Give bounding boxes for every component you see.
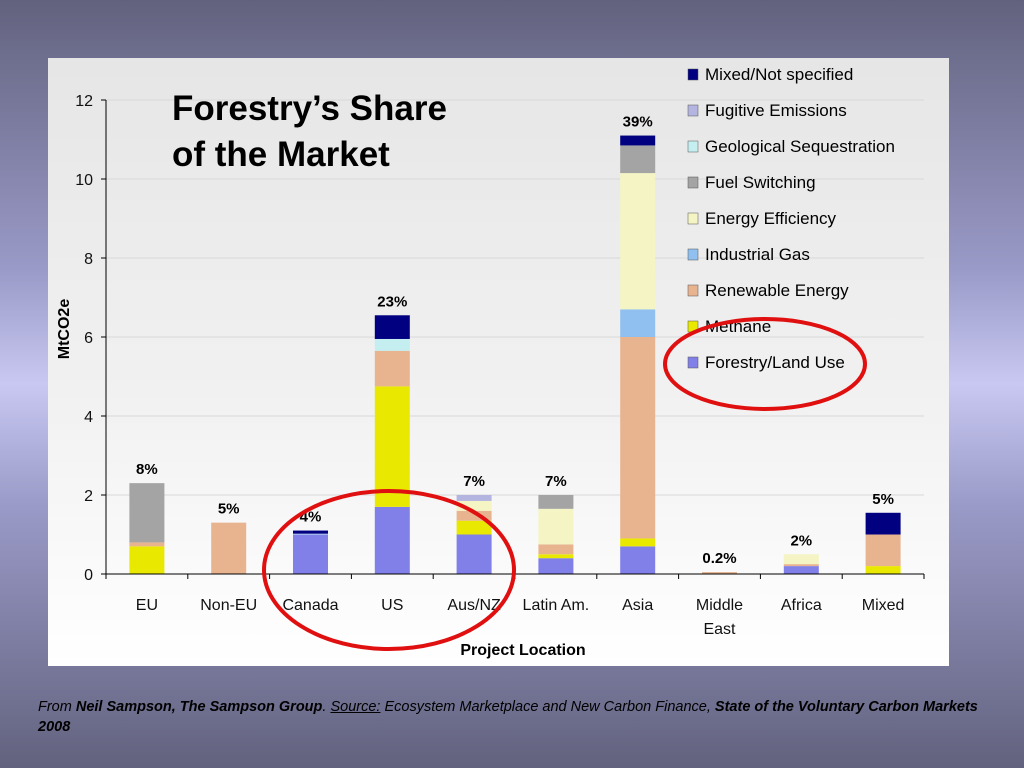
bar-segment	[293, 533, 328, 535]
forestry-share-label: 5%	[218, 501, 240, 518]
bar-segment	[620, 173, 656, 310]
forestry-share-label: 23%	[377, 293, 407, 310]
x-tick-label: US	[381, 597, 403, 614]
stacked-bar-chart: 8%EU5%Non-EU4%Canada23%US7%Aus/NZ7%Latin…	[56, 65, 925, 659]
bar-segment	[783, 554, 819, 565]
forestry-share-label: 5%	[872, 491, 894, 508]
bar-segment	[783, 566, 819, 574]
chart-title-line-2: of the Market	[172, 135, 390, 174]
bar-segment	[456, 534, 492, 574]
forestry-share-label: 0.2%	[702, 550, 736, 567]
bar-segment	[783, 564, 819, 567]
bar-segment	[538, 495, 574, 509]
chart-panel: 8% EU 5% Non-EU 4% Canada 23% US 7% Aus/NZ 7% Latin…	[48, 58, 949, 666]
x-tick-label: Canada	[282, 597, 338, 614]
bar-segment	[456, 500, 492, 511]
bar-segment	[456, 510, 492, 521]
legend-label: Fugitive Emissions	[705, 101, 847, 120]
bar-segment	[129, 542, 165, 547]
bar-segment	[538, 554, 574, 559]
bar-segment	[620, 145, 656, 174]
bar-segment	[538, 544, 574, 555]
bar-segment	[538, 558, 574, 574]
bar-segment	[129, 546, 165, 574]
forestry-share-label: 8%	[136, 461, 158, 478]
legend-swatch	[687, 140, 699, 153]
highlight-ellipse	[663, 317, 867, 411]
y-tick-label: 12	[75, 93, 93, 110]
x-tick-label: Middle	[696, 597, 743, 614]
source-citation: From Neil Sampson, The Sampson Group. So…	[38, 697, 988, 737]
chart-title: Forestry’s Share of the Market	[172, 86, 512, 178]
x-tick-label: East	[703, 621, 736, 638]
y-tick-label: 2	[84, 488, 93, 505]
bar-segment	[293, 534, 328, 574]
y-tick-label: 6	[84, 330, 93, 347]
forestry-share-label: 2%	[790, 532, 812, 549]
bar-segment	[374, 350, 410, 387]
bar-segment	[620, 546, 656, 574]
bar-segment	[211, 522, 247, 574]
legend-label: Forestry/Land Use	[705, 353, 845, 372]
citation-report-title: State of the Voluntary Carbon Markets 20…	[38, 699, 978, 735]
bar-segment	[865, 512, 901, 535]
bar-segment	[374, 386, 410, 507]
bar-segment	[702, 572, 737, 574]
legend-swatch	[687, 176, 699, 189]
bar-segment	[456, 495, 492, 501]
forestry-share-label: 39%	[623, 114, 653, 131]
citation-prefix: From	[38, 699, 76, 715]
x-tick-label: Non-EU	[200, 597, 257, 614]
highlight-ellipse	[262, 489, 516, 651]
bar-segment	[620, 309, 656, 337]
bar-segment	[456, 520, 492, 535]
citation-source-label: Source:	[330, 699, 381, 715]
x-tick-label: Aus/NZ	[447, 597, 501, 614]
legend-swatch	[687, 212, 699, 225]
legend-label: Mixed/Not specified	[705, 65, 853, 84]
bar-segment	[293, 530, 328, 534]
x-tick-label: Asia	[622, 597, 653, 614]
bar-segment	[620, 337, 656, 539]
legend-label: Energy Efficiency	[705, 209, 837, 228]
legend-swatch	[687, 68, 699, 81]
legend-swatch	[687, 248, 699, 261]
y-axis-title: MtCO2e	[56, 299, 73, 360]
legend-label: Fuel Switching	[705, 173, 816, 192]
x-axis-title: Project Location	[460, 642, 585, 659]
x-tick-label: Mixed	[862, 597, 905, 614]
legend-swatch	[687, 104, 699, 117]
legend-label: Geological Sequestration	[705, 137, 895, 156]
x-tick-label: EU	[136, 597, 158, 614]
citation-source-text: Ecosystem Marketplace and New Carbon Fin…	[380, 699, 715, 715]
bar-segment	[620, 135, 656, 146]
bar-segment	[374, 315, 410, 339]
chart-title-line-1: Forestry’s Share	[172, 89, 447, 128]
bar-segment	[129, 483, 165, 543]
y-tick-label: 4	[84, 409, 93, 426]
forestry-share-label: 7%	[545, 473, 567, 490]
y-tick-label: 8	[84, 251, 93, 268]
legend-label: Renewable Energy	[705, 281, 849, 300]
legend-swatch	[687, 356, 699, 369]
citation-author: Neil Sampson, The Sampson Group	[75, 699, 323, 715]
bar-segment	[374, 506, 410, 574]
forestry-share-label: 7%	[463, 473, 485, 490]
bar-segment	[865, 534, 901, 567]
legend-label: Industrial Gas	[705, 245, 810, 264]
legend-swatch	[687, 284, 699, 297]
y-tick-label: 10	[75, 172, 93, 189]
x-tick-label: Africa	[781, 597, 822, 614]
citation-separator: .	[322, 699, 331, 715]
bar-segment	[538, 508, 574, 545]
bar-segment	[865, 566, 901, 574]
x-tick-label: Latin Am.	[523, 597, 590, 614]
y-tick-label: 0	[84, 567, 93, 584]
bar-segment	[620, 538, 656, 547]
bar-segment	[374, 338, 410, 351]
